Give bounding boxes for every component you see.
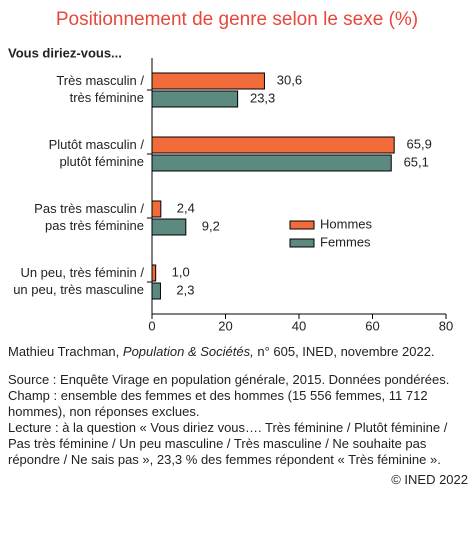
bar — [151, 200, 162, 218]
bar — [151, 282, 161, 300]
notes: Mathieu Trachman, Population & Sociétés,… — [8, 344, 468, 488]
legend-label: Hommes — [320, 216, 373, 231]
journal: Population & Sociétés, — [122, 344, 254, 359]
value-label: 65,1 — [404, 154, 429, 169]
y-tick-label: Un peu, très féminin / — [20, 265, 144, 280]
reference: n° 605, INED, novembre 2022. — [257, 344, 435, 359]
legend-label: Femmes — [320, 234, 371, 249]
chart-subtitle: Vous diriez-vous... — [8, 45, 122, 60]
bar — [151, 136, 395, 154]
y-tick-label: Pas très masculin / — [34, 201, 144, 216]
author: Mathieu Trachman, — [8, 344, 120, 359]
reading: Lecture : à la question « Vous diriez vo… — [8, 420, 448, 467]
x-tick-label: 40 — [292, 318, 306, 333]
value-label: 65,9 — [407, 136, 432, 151]
source: Source : Enquête Virage en population gé… — [8, 372, 450, 387]
chart-title: Positionnement de genre selon le sexe (%… — [56, 9, 418, 30]
value-label: 30,6 — [277, 72, 302, 87]
bar — [151, 154, 392, 172]
bar — [151, 72, 265, 90]
bar — [151, 90, 239, 108]
value-label: 2,3 — [176, 282, 194, 297]
y-tick-label: Très masculin / — [56, 73, 144, 88]
y-tick-label: Plutôt masculin / — [49, 137, 145, 152]
legend-swatch — [289, 238, 315, 248]
legend-swatch — [289, 220, 315, 230]
x-tick-label: 0 — [148, 318, 155, 333]
copyright: © INED 2022 — [391, 472, 468, 487]
value-label: 1,0 — [172, 264, 190, 279]
x-tick-label: 60 — [365, 318, 379, 333]
citation: Mathieu Trachman, Population & Sociétés,… — [8, 344, 468, 360]
value-label: 2,4 — [177, 200, 195, 215]
y-tick-label: un peu, très masculine — [13, 282, 144, 297]
x-tick-label: 20 — [218, 318, 232, 333]
value-label: 23,3 — [250, 90, 275, 105]
bar — [151, 218, 187, 236]
y-tick-label: pas très féminine — [45, 218, 144, 233]
value-label: 9,2 — [202, 218, 220, 233]
x-tick-label: 80 — [439, 318, 453, 333]
y-tick-label: plutôt féminine — [59, 154, 144, 169]
y-tick-label: très féminine — [70, 90, 144, 105]
bar — [151, 264, 157, 282]
chart: Positionnement de genre selon le sexe (%… — [8, 9, 453, 333]
scope: Champ : ensemble des femmes et des homme… — [8, 388, 428, 419]
